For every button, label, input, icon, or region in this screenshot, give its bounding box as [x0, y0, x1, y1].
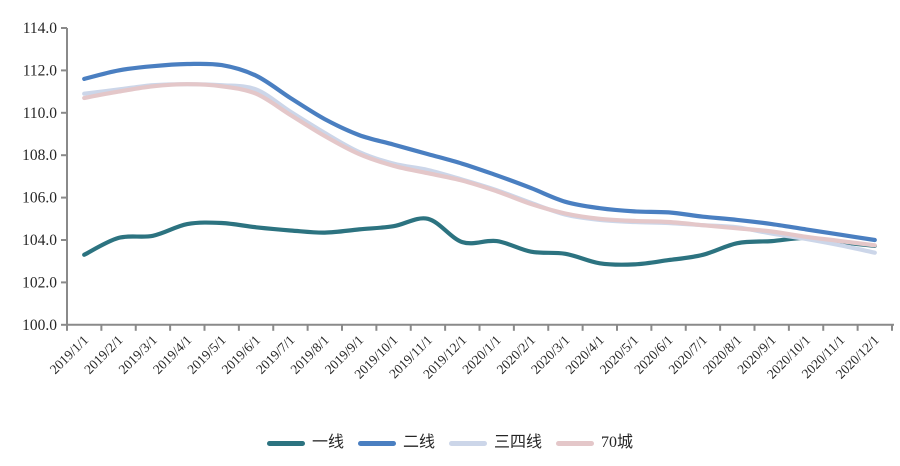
chart-legend: 一线 二线 三四线 70城: [0, 430, 900, 456]
legend-label: 二线: [402, 434, 435, 451]
series-line-一线: [82, 216, 877, 267]
legend-label: 70城: [601, 434, 634, 451]
legend-swatch: [266, 440, 305, 446]
legend-swatch: [357, 440, 396, 446]
y-tick-label: 104.0: [22, 232, 57, 249]
series-line-70城: [82, 82, 877, 248]
series-line-二线: [82, 61, 877, 243]
legend-item-二线: 二线: [357, 434, 435, 451]
legend-swatch: [556, 440, 595, 446]
y-tick-label: 114.0: [23, 20, 58, 37]
y-tick-label: 100.0: [22, 317, 57, 334]
legend-item-三四线: 三四线: [449, 435, 542, 451]
legend-label: 三四线: [494, 434, 543, 451]
y-tick-label: 110.0: [23, 105, 58, 122]
legend-swatch: [449, 440, 487, 446]
y-tick-label: 108.0: [22, 147, 57, 164]
legend-item-70城: 70城: [556, 435, 633, 451]
legend-label: 一线: [311, 434, 344, 451]
y-tick-label: 102.0: [22, 274, 57, 291]
y-tick-label: 112.0: [23, 62, 58, 79]
legend-item-一线: 一线: [266, 434, 344, 451]
y-tick-label: 106.0: [22, 190, 57, 207]
